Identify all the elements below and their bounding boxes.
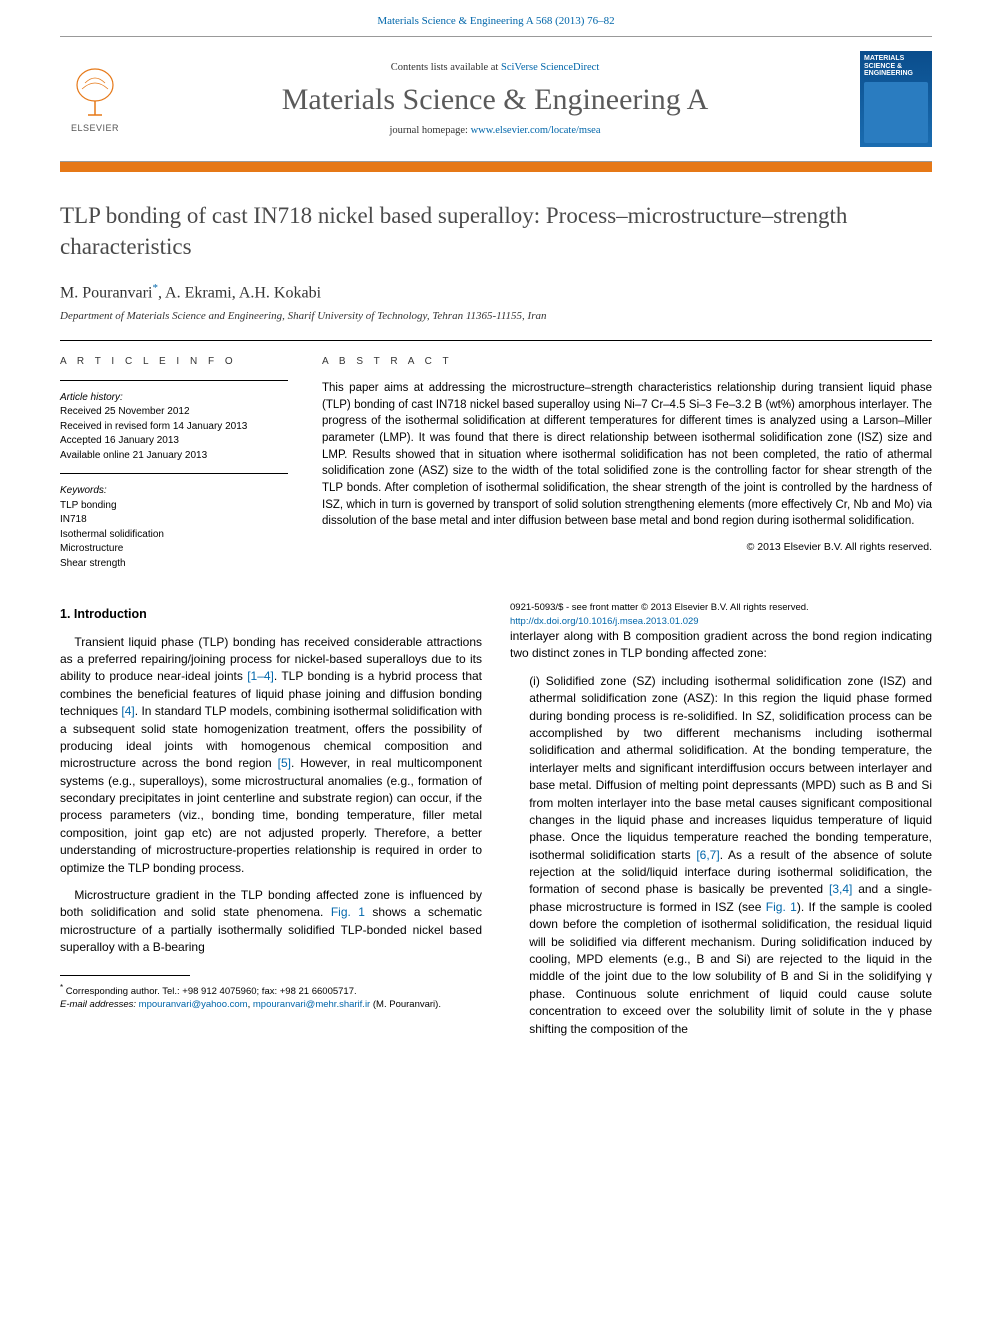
authors: M. Pouranvari*, A. Ekrami, A.H. Kokabi — [60, 282, 932, 302]
col2-lead: interlayer along with B composition grad… — [510, 628, 932, 663]
keyword: Microstructure — [60, 542, 288, 557]
fn-marker: * — [60, 983, 63, 992]
history-accepted: Accepted 16 January 2013 — [60, 434, 288, 449]
body-columns: 1. Introduction Transient liquid phase (… — [60, 601, 932, 1038]
article-info-label: A R T I C L E I N F O — [60, 355, 288, 370]
info-abstract-row: A R T I C L E I N F O Article history: R… — [60, 340, 932, 571]
ref-link[interactable]: [5] — [278, 756, 291, 770]
intro-heading: 1. Introduction — [60, 605, 482, 623]
doi-link[interactable]: http://dx.doi.org/10.1016/j.msea.2013.01… — [510, 616, 699, 627]
abstract-label: A B S T R A C T — [322, 355, 932, 370]
authors-rest: , A. Ekrami, A.H. Kokabi — [158, 284, 321, 301]
abstract: A B S T R A C T This paper aims at addre… — [322, 355, 932, 571]
footnotes: * Corresponding author. Tel.: +98 912 40… — [60, 982, 482, 1012]
text: (M. Pouranvari). — [370, 999, 441, 1010]
keyword: IN718 — [60, 513, 288, 528]
contents-line: Contents lists available at SciVerse Sci… — [148, 62, 842, 73]
journal-title: Materials Science & Engineering A — [148, 83, 842, 117]
journal-ref-link[interactable]: Materials Science & Engineering A 568 (2… — [377, 15, 614, 27]
article-info: A R T I C L E I N F O Article history: R… — [60, 355, 288, 571]
sciencedirect-link[interactable]: SciVerse ScienceDirect — [501, 62, 599, 73]
header-bar: Materials Science & Engineering A 568 (2… — [0, 0, 992, 36]
accent-rule — [60, 162, 932, 172]
homepage-line: journal homepage: www.elsevier.com/locat… — [148, 125, 842, 136]
list-item-1: (i) Solidified zone (SZ) including isoth… — [510, 673, 932, 1038]
fn-text: Corresponding author. Tel.: +98 912 4075… — [66, 986, 357, 997]
corresponding-footnote: * Corresponding author. Tel.: +98 912 40… — [60, 982, 482, 998]
journal-homepage-link[interactable]: www.elsevier.com/locate/msea — [471, 125, 601, 136]
email-link[interactable]: mpouranvari@mehr.sharif.ir — [253, 999, 370, 1010]
elsevier-name: ELSEVIER — [71, 123, 119, 133]
keywords-label: Keywords: — [60, 484, 288, 499]
cover-title: MATERIALS SCIENCE & ENGINEERING — [864, 55, 928, 78]
ref-link[interactable]: [4] — [121, 704, 134, 718]
history-received: Received 25 November 2012 — [60, 405, 288, 420]
masthead: ELSEVIER Contents lists available at Sci… — [60, 36, 932, 162]
text: (i) Solidified zone (SZ) including isoth… — [529, 674, 932, 862]
keyword: Shear strength — [60, 557, 288, 572]
email-label: E-mail addresses: — [60, 999, 139, 1010]
abstract-copyright: © 2013 Elsevier B.V. All rights reserved… — [322, 540, 932, 555]
article-title: TLP bonding of cast IN718 nickel based s… — [60, 200, 932, 262]
history-label: Article history: — [60, 391, 288, 406]
elsevier-logo: ELSEVIER — [60, 59, 130, 139]
email-link[interactable]: mpouranvari@yahoo.com — [139, 999, 248, 1010]
text: . However, in real multicomponent system… — [60, 756, 482, 874]
history-revised: Received in revised form 14 January 2013 — [60, 420, 288, 435]
front-matter: 0921-5093/$ - see front matter © 2013 El… — [510, 601, 932, 614]
cover-thumbnail: MATERIALS SCIENCE & ENGINEERING — [860, 51, 932, 147]
abstract-text: This paper aims at addressing the micros… — [322, 380, 932, 530]
intro-para-1: Transient liquid phase (TLP) bonding has… — [60, 634, 482, 877]
footer-line: 0921-5093/$ - see front matter © 2013 El… — [510, 601, 932, 628]
masthead-center: Contents lists available at SciVerse Sci… — [148, 62, 842, 136]
ref-link[interactable]: [3,4] — [829, 882, 852, 896]
keyword: Isothermal solidification — [60, 528, 288, 543]
page-content: TLP bonding of cast IN718 nickel based s… — [0, 200, 992, 1079]
email-footnote: E-mail addresses: mpouranvari@yahoo.com,… — [60, 998, 482, 1011]
footnote-rule — [60, 975, 190, 976]
ref-link[interactable]: [1–4] — [247, 669, 274, 683]
homepage-prefix: journal homepage: — [390, 125, 471, 136]
cover-image — [864, 82, 928, 143]
intro-para-2: Microstructure gradient in the TLP bondi… — [60, 887, 482, 957]
figure-link[interactable]: Fig. 1 — [766, 900, 797, 914]
figure-link[interactable]: Fig. 1 — [331, 905, 365, 919]
affiliation: Department of Materials Science and Engi… — [60, 310, 932, 322]
author-primary: M. Pouranvari — [60, 284, 152, 301]
keyword: TLP bonding — [60, 499, 288, 514]
ref-link[interactable]: [6,7] — [696, 848, 719, 862]
elsevier-tree-icon — [70, 65, 120, 121]
text: ). If the sample is cooled down before t… — [529, 900, 932, 1036]
history-online: Available online 21 January 2013 — [60, 449, 288, 464]
contents-prefix: Contents lists available at — [391, 62, 501, 73]
